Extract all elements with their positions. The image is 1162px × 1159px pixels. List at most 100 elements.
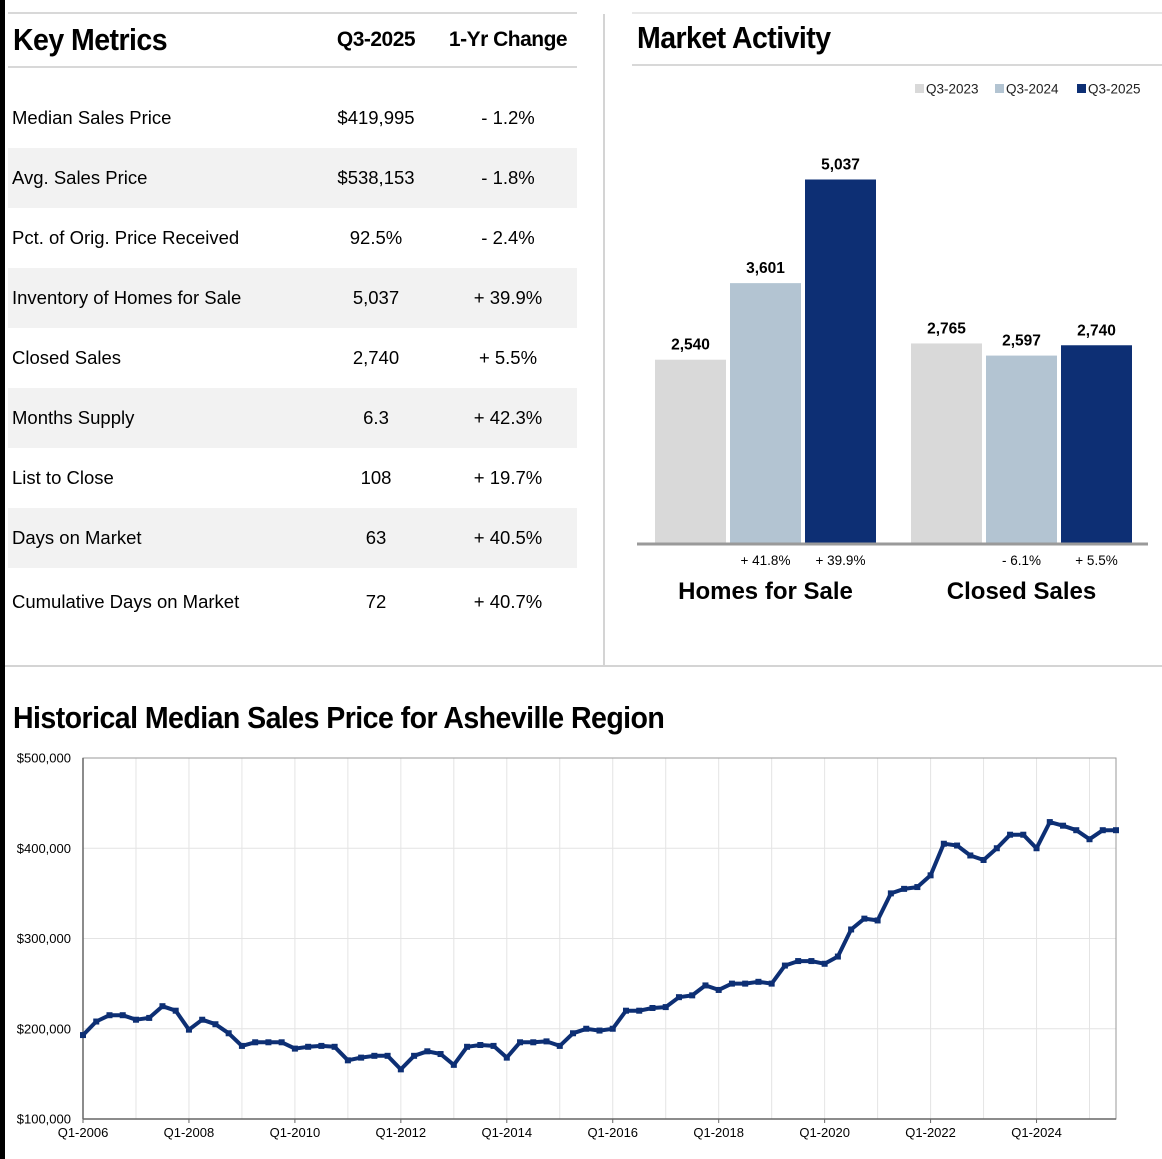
data-point — [159, 1003, 166, 1010]
metric-value: $419,995 — [337, 107, 415, 128]
data-point — [1020, 831, 1027, 838]
data-point — [742, 980, 749, 987]
data-point — [397, 1066, 404, 1073]
bar — [730, 283, 801, 543]
bar-value-label: 2,540 — [671, 337, 710, 354]
data-point — [901, 885, 908, 892]
x-tick-label: Q1-2010 — [270, 1125, 321, 1140]
table-row: Closed Sales 2,740 + 5.5% — [8, 328, 577, 388]
metric-change: + 42.3% — [473, 407, 543, 428]
data-point — [318, 1042, 325, 1049]
data-point — [649, 1004, 656, 1011]
table-row: Days on Market 63 + 40.5% — [8, 508, 577, 568]
metric-label: Inventory of Homes for Sale — [12, 287, 242, 308]
data-point — [450, 1061, 457, 1068]
x-tick-label: Q1-2024 — [1011, 1125, 1062, 1140]
table-row: Median Sales Price $419,995 - 1.2% — [8, 88, 577, 148]
market-activity-rule — [632, 64, 1162, 66]
data-point — [265, 1039, 272, 1046]
data-point — [715, 986, 722, 993]
table-row: Inventory of Homes for Sale 5,037 + 39.9% — [8, 268, 577, 328]
metric-change: + 5.5% — [478, 347, 538, 368]
data-point — [874, 917, 881, 924]
y-tick-label: $200,000 — [17, 1021, 71, 1036]
bar — [805, 179, 876, 543]
data-point — [291, 1045, 298, 1052]
data-point — [185, 1026, 192, 1033]
table-row: Pct. of Orig. Price Received 92.5% - 2.4% — [8, 208, 577, 268]
bar-value-label: 3,601 — [746, 260, 785, 277]
metric-label: Cumulative Days on Market — [12, 591, 240, 612]
metric-change: + 19.7% — [473, 467, 543, 488]
data-point — [146, 1014, 153, 1021]
data-point — [1073, 827, 1080, 834]
data-point — [702, 982, 709, 989]
data-point — [1086, 836, 1093, 843]
data-point — [755, 978, 762, 985]
data-point — [212, 1021, 219, 1028]
bar-change-label: + 39.9% — [816, 553, 866, 568]
horizontal-divider — [5, 665, 1162, 667]
metric-label: Pct. of Orig. Price Received — [12, 227, 240, 248]
bar — [655, 359, 726, 543]
metric-change: - 1.8% — [481, 167, 535, 188]
metric-value: 63 — [365, 527, 387, 548]
market-activity-chart: Q3-2023 Q3-2024 Q3-2025 2,540 3,601 + 41.8% 5,… — [637, 82, 1148, 605]
historical-median-price-chart: $100,000 $200,000 $300,000 $400,000 $500,000… — [17, 751, 1119, 1140]
x-tick-label: Q1-2006 — [58, 1125, 109, 1140]
metric-value: 72 — [365, 591, 387, 612]
data-point — [834, 953, 841, 960]
metric-value: 6.3 — [363, 407, 389, 428]
market-activity-top-rule — [632, 12, 1162, 14]
data-point — [636, 1007, 643, 1014]
x-tick-label: Q1-2020 — [799, 1125, 850, 1140]
key-metrics-header: Key Metrics Q3-2025 1-Yr Change — [8, 12, 577, 68]
data-point — [662, 1004, 669, 1011]
metric-change: + 40.7% — [473, 591, 543, 612]
y-tick-label: $300,000 — [17, 931, 71, 946]
data-point — [106, 1012, 113, 1019]
data-point — [437, 1051, 444, 1058]
data-point — [503, 1054, 510, 1061]
data-point — [1046, 819, 1053, 826]
data-point — [821, 960, 828, 967]
data-point — [530, 1039, 537, 1046]
data-point — [1099, 827, 1106, 834]
x-tick-label: Q1-2012 — [376, 1125, 427, 1140]
data-point — [570, 1030, 577, 1037]
x-tick-label: Q1-2022 — [905, 1125, 956, 1140]
data-point — [278, 1039, 285, 1046]
metric-label: List to Close — [12, 467, 114, 488]
bar-change-label: + 41.8% — [741, 553, 791, 568]
data-point — [331, 1043, 338, 1050]
data-point — [464, 1043, 471, 1050]
bar-value-label: 2,740 — [1077, 322, 1116, 339]
metric-label: Median Sales Price — [12, 107, 172, 128]
bar — [986, 355, 1057, 543]
data-point — [781, 962, 788, 969]
x-tick-label: Q1-2014 — [481, 1125, 532, 1140]
data-point — [993, 845, 1000, 852]
data-point — [225, 1030, 232, 1037]
change-column-header: 1-Yr Change — [448, 28, 568, 51]
data-point — [238, 1042, 245, 1049]
data-point — [940, 840, 947, 847]
y-tick-label: $100,000 — [17, 1112, 71, 1127]
metric-label: Closed Sales — [12, 347, 122, 368]
table-row: Cumulative Days on Market 72 + 40.7% — [8, 568, 577, 628]
data-point — [609, 1025, 616, 1032]
data-point — [861, 915, 868, 922]
legend-swatch-q3-2025 — [1077, 84, 1086, 93]
bar-value-label: 5,037 — [821, 156, 860, 173]
metric-label: Days on Market — [12, 527, 142, 548]
legend-swatch-q3-2024 — [995, 84, 1004, 93]
data-point — [795, 958, 802, 965]
y-tick-label: $400,000 — [17, 841, 71, 856]
data-point — [371, 1052, 378, 1059]
data-point — [768, 980, 775, 987]
data-point — [689, 992, 696, 999]
legend-label: Q3-2025 — [1088, 82, 1141, 97]
data-point — [1113, 827, 1119, 834]
metric-value: $538,153 — [337, 167, 415, 188]
data-point — [344, 1057, 351, 1064]
